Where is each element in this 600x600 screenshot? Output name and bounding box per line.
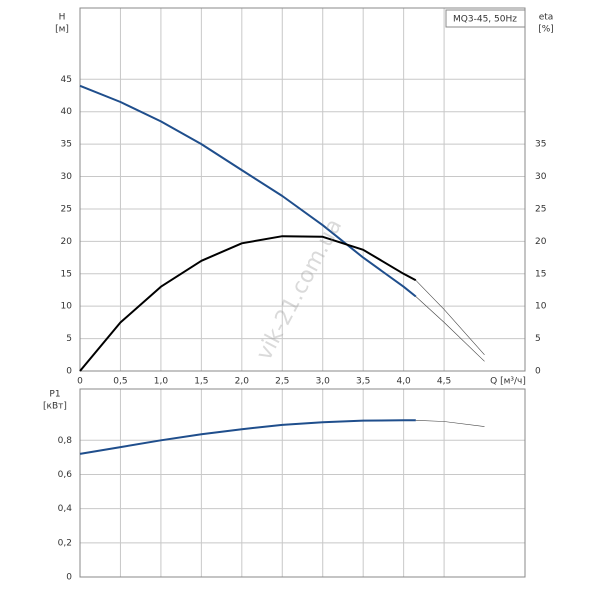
x-tick-label: 0,5	[113, 377, 127, 387]
y2-axis-label: eta	[539, 13, 554, 23]
y-tick-label: 20	[61, 237, 73, 247]
y-tick-label: 10	[61, 302, 73, 312]
title-box	[445, 9, 526, 28]
curve	[415, 296, 485, 362]
y2-tick-label: 30	[535, 172, 547, 182]
x-tick-label: 4,0	[396, 377, 411, 387]
y2-tick-label: 35	[535, 140, 546, 150]
x-tick-label: 2,0	[235, 377, 250, 387]
x-tick-label: 1,5	[194, 377, 208, 387]
y2-tick-label: 10	[535, 302, 547, 312]
y-axis-unit: [кВт]	[43, 402, 67, 412]
curve	[79, 84, 417, 298]
x-tick-label: 3,5	[356, 377, 370, 387]
curve	[79, 235, 417, 372]
y-tick-label: 45	[61, 75, 72, 85]
y-tick-label: 0,8	[58, 436, 73, 446]
x-axis-label: Q [м³/ч]	[490, 377, 526, 387]
y2-tick-label: 5	[535, 334, 541, 344]
y-axis-label: P1	[49, 390, 60, 400]
chart-title: MQ3-45, 50Hz	[453, 15, 517, 25]
y2-axis-unit: [%]	[538, 25, 554, 35]
y-axis-label: H	[59, 13, 66, 23]
y-tick-label: 0,4	[58, 504, 73, 514]
curve	[79, 419, 416, 455]
y2-tick-label: 20	[535, 237, 547, 247]
curve	[415, 280, 485, 355]
y2-tick-label: 15	[535, 269, 546, 279]
curve	[415, 420, 485, 427]
y-tick-label: 35	[61, 140, 72, 150]
x-tick-label: 4,5	[437, 377, 451, 387]
x-tick-label: 3,0	[316, 377, 331, 387]
y-tick-label: 0,6	[58, 470, 73, 480]
x-tick-label: 0	[77, 377, 83, 387]
y-tick-label: 25	[61, 204, 72, 214]
plot-frame	[79, 7, 526, 372]
x-tick-label: 1,0	[154, 377, 169, 387]
y-tick-label: 5	[66, 334, 72, 344]
y-tick-label: 0,2	[58, 538, 72, 548]
y-axis-unit: [м]	[55, 25, 69, 35]
y-tick-label: 40	[61, 107, 73, 117]
x-tick-label: 2,5	[275, 377, 289, 387]
y-tick-label: 15	[61, 269, 72, 279]
y-tick-label: 0	[66, 367, 72, 377]
y-tick-label: 0	[66, 573, 72, 583]
y2-tick-label: 25	[535, 204, 546, 214]
y2-tick-label: 0	[535, 367, 541, 377]
y-tick-label: 30	[61, 172, 73, 182]
plot-frame	[79, 388, 526, 578]
